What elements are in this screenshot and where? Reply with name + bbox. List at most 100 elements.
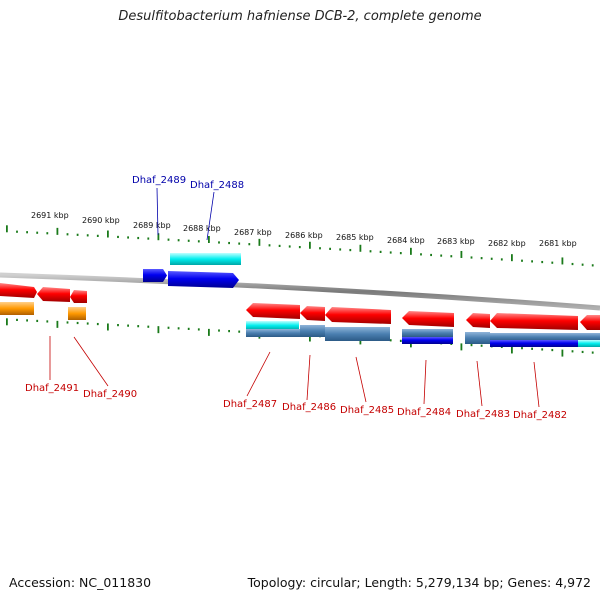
gene-label-dhaf-2482[interactable]: Dhaf_2482 [513,410,567,421]
ruler-minor-tick [581,350,584,354]
ruler-minor-tick [480,344,483,347]
ruler-minor-tick [369,250,372,253]
ruler-major-tick [208,328,210,336]
leader-line [73,336,109,387]
ruler-major-tick [511,346,513,354]
gene-arrow-dhaf-2484[interactable] [402,311,454,327]
ruler-minor-tick [480,257,483,260]
ruler-major-tick [208,236,210,244]
gene-arrow[interactable] [0,283,37,298]
ruler-major-tick [561,349,564,357]
ruler-minor-tick [36,319,39,323]
ruler-minor-tick [349,248,352,252]
cds-feature[interactable] [402,337,453,344]
ruler-major-tick [359,244,362,252]
ruler-minor-tick [339,248,342,251]
kbp-label: 2690 kbp [82,216,120,225]
gene-arrow-dhaf-2490[interactable] [70,290,87,303]
gene-arrow-dhaf-2487[interactable] [246,303,300,319]
gene-label-dhaf-2489[interactable]: Dhaf_2489 [132,175,186,186]
ruler-minor-tick [470,256,473,259]
ruler-major-tick [56,320,59,328]
gene-arrow-dhaf-2482[interactable] [490,313,578,330]
leader-line [476,360,483,407]
ruler-minor-tick [591,351,594,354]
ruler-minor-tick [531,260,533,263]
ruler-minor-tick [137,325,140,328]
cds-feature[interactable] [402,329,453,337]
kbp-label: 2686 kbp [285,231,323,240]
cds-feature[interactable] [300,325,325,337]
ruler-major-tick [460,250,463,258]
ruler-minor-tick [268,244,271,247]
ruler-minor-tick [551,261,554,264]
cds-feature[interactable] [465,332,490,344]
ruler-minor-tick [117,324,119,327]
cds-feature[interactable] [578,333,600,341]
cds-feature[interactable] [246,321,299,330]
ruler-minor-tick [278,244,281,248]
leader-line [423,359,427,405]
ruler-minor-tick [500,258,503,261]
gene-label-dhaf-2490[interactable]: Dhaf_2490 [83,389,137,400]
ruler-minor-tick [541,348,544,351]
leader-line [156,187,159,236]
ruler-minor-tick [329,247,331,250]
gene-label-dhaf-2486[interactable]: Dhaf_2486 [282,402,336,413]
ruler-minor-tick [541,260,544,264]
gene-labels: Dhaf_2489 Dhaf_2488 Dhaf_2491 Dhaf_2490 … [25,175,567,421]
ruler-minor-tick [420,253,422,256]
ruler-minor-tick [66,321,69,324]
gene-label-dhaf-2491[interactable]: Dhaf_2491 [25,383,79,394]
ruler-minor-tick [26,231,28,234]
ruler-minor-tick [319,247,321,250]
label-leaders [49,187,540,408]
ruler-minor-tick [46,320,49,323]
gene-arrow-dhaf-2483[interactable] [466,313,490,328]
gene-label-dhaf-2487[interactable]: Dhaf_2487 [223,399,277,410]
ruler-minor-tick [399,252,402,255]
ruler-minor-tick [127,324,129,327]
cds-feature[interactable] [68,307,86,320]
ruler-minor-tick [450,255,453,258]
kbp-label: 2691 kbp [31,211,69,220]
gene-label-dhaf-2488[interactable]: Dhaf_2488 [190,180,244,191]
cds-feature[interactable] [490,340,578,347]
gene-label-dhaf-2483[interactable]: Dhaf_2483 [456,409,510,420]
gene-arrow-dhaf-2489[interactable] [143,269,167,282]
leader-line [206,191,215,241]
leader-line [246,351,271,397]
leader-line [355,356,367,403]
cds-feature[interactable] [325,327,390,341]
gene-label-dhaf-2484[interactable]: Dhaf_2484 [397,407,451,418]
cds-feature[interactable] [490,333,578,341]
gene-arrow-dhaf-2485[interactable] [325,307,391,324]
gene-arrow-dhaf-2488[interactable] [168,271,239,288]
cds-feature[interactable] [246,329,300,337]
gene-label-dhaf-2485[interactable]: Dhaf_2485 [340,405,394,416]
cds-feature[interactable] [578,340,600,347]
kbp-label: 2684 kbp [387,236,425,245]
ruler-minor-tick [197,240,200,243]
map-title: Desulfitobacterium hafniense DCB-2, comp… [118,9,482,24]
genome-backbone [0,272,600,311]
ruler-minor-tick [379,250,382,253]
ruler-major-tick [258,238,261,246]
ruler-minor-tick [430,253,432,257]
ruler-minor-tick [228,329,230,333]
ruler-minor-tick [76,321,79,325]
cds-feature[interactable] [0,302,34,315]
leader-line [533,361,540,408]
ruler-minor-tick [177,239,180,242]
ruler-minor-tick [470,343,473,347]
gene-arrow-dhaf-2486[interactable] [300,306,325,321]
ruler-minor-tick [389,339,392,342]
cds-feature[interactable] [170,253,241,265]
gene-arrow-dhaf-2491[interactable] [37,287,70,302]
gene-arrow[interactable] [580,315,600,330]
ruler-minor-tick [551,348,554,352]
kbp-label: 2689 kbp [133,221,171,230]
ruler-minor-tick [36,231,39,234]
ruler-minor-tick [218,241,220,244]
